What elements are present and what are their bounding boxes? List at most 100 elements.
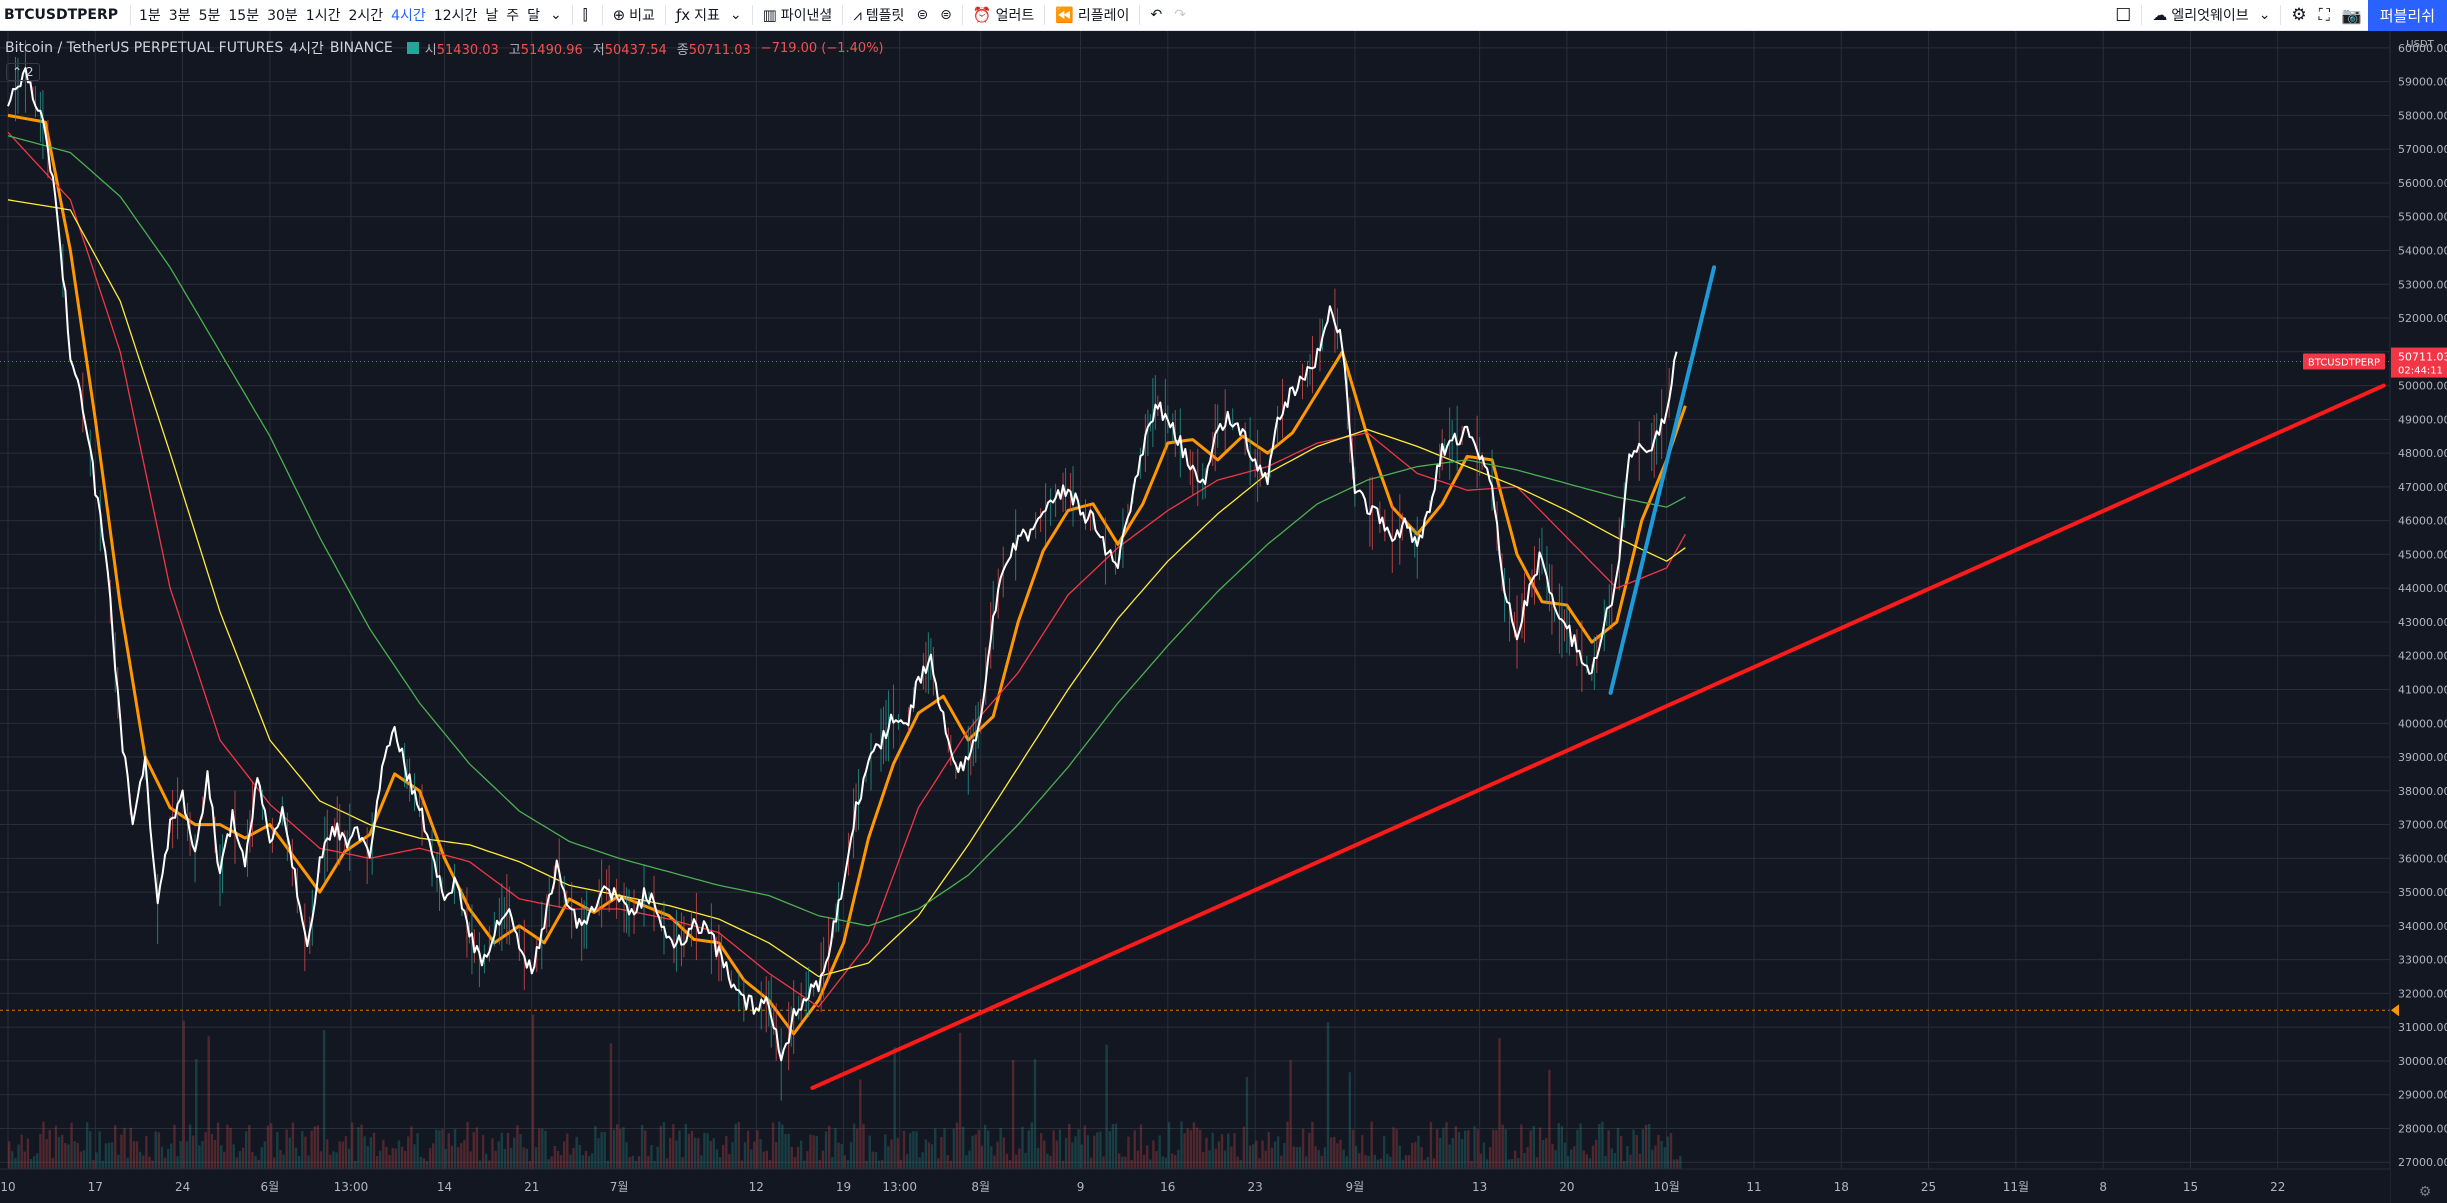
x-tick-label: 8월: [971, 1180, 990, 1194]
volume-bar: [257, 1159, 260, 1169]
interval-button-4[interactable]: 30분: [267, 8, 298, 24]
volume-bar: [525, 1148, 528, 1169]
toolbar-divider: [2280, 5, 2282, 25]
x-tick-label: 18: [1834, 1180, 1849, 1194]
interval-dropdown-button[interactable]: ⌄: [544, 0, 568, 31]
symbol-price-tag: [2303, 353, 2385, 370]
interval-button-2[interactable]: 5분: [198, 8, 221, 24]
interval-button-9[interactable]: 날: [485, 8, 499, 24]
open-value: 51430.03: [436, 42, 499, 58]
volume-bar: [1301, 1128, 1305, 1169]
interval-button-8[interactable]: 12시간: [433, 8, 478, 24]
save-layout-button[interactable]: ☁ 엘리엇웨이브 ⌄: [2146, 0, 2276, 31]
x-tick-label: 11월: [2003, 1180, 2029, 1194]
x-tick-label: 14: [437, 1180, 452, 1194]
volume-bar: [640, 1124, 644, 1169]
volume-bar: [1136, 1150, 1140, 1169]
volume-bar: [547, 1159, 550, 1169]
undo-button[interactable]: ↶: [1144, 0, 1168, 31]
volume-bar: [1479, 1153, 1483, 1169]
interval-button-3[interactable]: 15분: [228, 8, 260, 24]
volume-bar: [1676, 1159, 1679, 1169]
volume-bar: [965, 1155, 968, 1169]
time-axis-bg: [0, 1169, 2390, 1203]
volume-bar: [1239, 1159, 1242, 1169]
volume-bar: [962, 1126, 965, 1169]
volume-bar: [1358, 1153, 1361, 1169]
chevron-down-icon: ⌄: [550, 7, 562, 23]
alert-button[interactable]: ⏰ 얼러트: [967, 0, 1040, 31]
volume-bar: [170, 1143, 173, 1169]
select-layout-checkbox[interactable]: ☐: [2109, 0, 2137, 31]
volume-bar: [868, 1135, 871, 1169]
volume-bar: [603, 1131, 606, 1169]
financials-button[interactable]: ▥ 파이낸셜: [757, 0, 839, 31]
volume-bar: [304, 1136, 307, 1169]
symbol-search-button[interactable]: BTCUSDTPERP: [4, 7, 118, 23]
layout-setup-button-2[interactable]: ⊜: [934, 0, 958, 31]
legend-high: 고51490.96: [509, 39, 589, 58]
volume-bar: [1379, 1158, 1383, 1169]
x-tick-label: 21: [524, 1180, 539, 1194]
volume-bar: [244, 1131, 248, 1169]
volume-bar: [1133, 1130, 1136, 1169]
volume-bar: [273, 1157, 276, 1169]
volume-bar: [385, 1146, 388, 1169]
volume-bar: [952, 1128, 956, 1169]
volume-bar: [1164, 1157, 1168, 1169]
fullscreen-button[interactable]: ⛶: [2313, 0, 2336, 31]
volume-bar: [700, 1155, 703, 1169]
volume-bar: [600, 1132, 603, 1169]
volume-bar: [204, 1132, 207, 1169]
volume-bar: [687, 1133, 691, 1169]
indicators-button[interactable]: ƒx 지표 ⌄: [670, 0, 748, 31]
volume-bar: [849, 1141, 853, 1169]
volume-bar: [1211, 1132, 1214, 1169]
volume-bar: [148, 1156, 151, 1169]
templates-button[interactable]: ⩘ 템플릿: [847, 0, 910, 31]
symbol-title[interactable]: Bitcoin / TetherUS PERPETUAL FUTURES: [5, 40, 284, 56]
interval-button-7[interactable]: 4시간: [391, 8, 426, 24]
volume-bar: [1613, 1153, 1617, 1169]
volume-bar: [475, 1127, 479, 1169]
volume-bar: [575, 1136, 578, 1169]
compare-button[interactable]: ⊕ 비교: [607, 0, 661, 31]
volume-bar: [665, 1158, 669, 1169]
interval-button-1[interactable]: 3분: [168, 8, 191, 24]
alert-label: 얼러트: [995, 8, 1035, 24]
redo-button[interactable]: ↷: [1168, 0, 1192, 31]
candles-icon: ⫿: [582, 6, 588, 24]
interval-button-6[interactable]: 2시간: [348, 8, 384, 24]
volume-bar: [435, 1129, 438, 1169]
interval-button-11[interactable]: 달: [527, 8, 541, 24]
volume-bar: [1669, 1133, 1673, 1169]
volume-bar: [1566, 1156, 1570, 1169]
snapshot-button[interactable]: 📷: [2336, 0, 2368, 31]
volume-bar: [937, 1158, 940, 1169]
volume-bar: [1255, 1140, 1258, 1169]
settings-button[interactable]: ⚙: [2285, 0, 2312, 31]
replay-button[interactable]: ⏪ 리플레이: [1049, 0, 1135, 31]
volume-bar: [743, 1142, 747, 1169]
interval-button-5[interactable]: 1시간: [305, 8, 341, 24]
interval-button-10[interactable]: 주: [506, 8, 520, 24]
volume-bar: [1351, 1129, 1355, 1169]
volume-bar: [909, 1133, 912, 1169]
x-tick-label: 15: [2183, 1180, 2198, 1194]
indicators-toggle[interactable]: ⌃ 2: [6, 63, 40, 81]
volume-bar: [990, 1146, 993, 1169]
layout-setup-button[interactable]: ⊜: [910, 0, 934, 31]
interval-button-0[interactable]: 1분: [138, 8, 161, 24]
volume-bar: [890, 1139, 893, 1169]
volume-bar: [1058, 1129, 1062, 1169]
volume-bar: [332, 1151, 335, 1169]
volume-bar: [1002, 1137, 1005, 1169]
volume-bar: [151, 1160, 154, 1169]
volume-bar: [241, 1147, 245, 1169]
publish-button[interactable]: 퍼블리쉬: [2367, 0, 2447, 31]
volume-bar: [1432, 1158, 1436, 1169]
toolbar-divider: [571, 5, 573, 25]
volume-bar: [1323, 1147, 1327, 1169]
chart-type-button[interactable]: ⫿: [577, 0, 598, 31]
